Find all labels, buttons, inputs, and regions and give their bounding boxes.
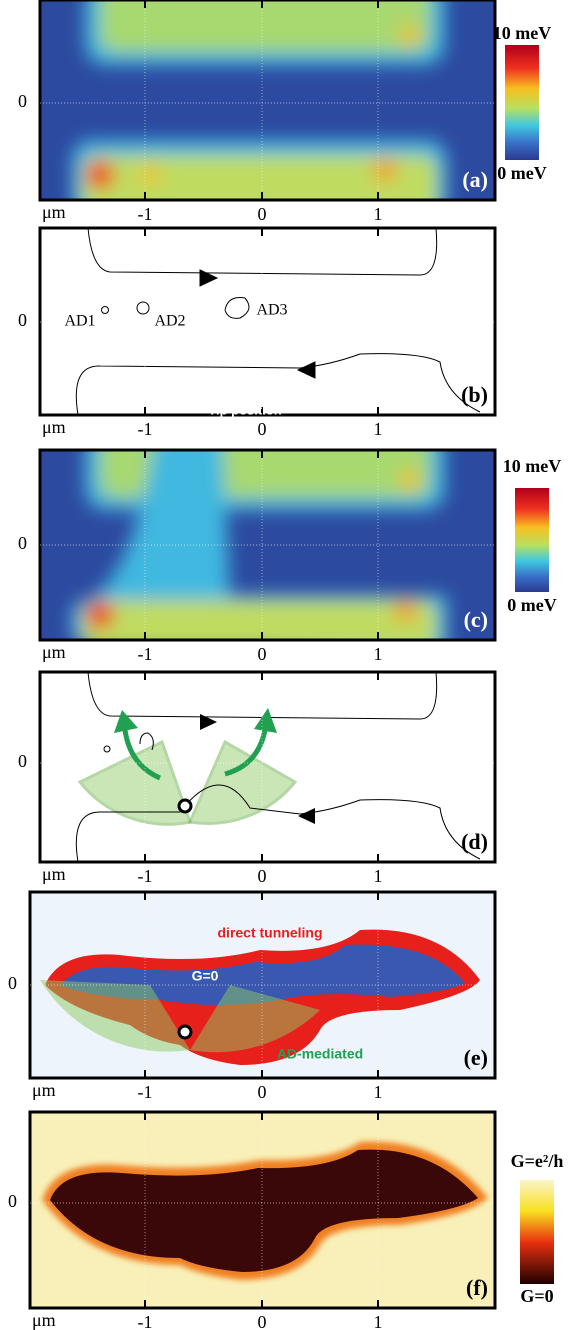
- x-unit: μm: [32, 1080, 56, 1100]
- x-tick-label: -1: [138, 644, 153, 664]
- x-tick-label: 1: [374, 866, 383, 886]
- x-unit: μm: [32, 1310, 56, 1330]
- map-c: [40, 450, 495, 640]
- x-tick-label: 1: [374, 1082, 383, 1102]
- contour-d: [75, 671, 481, 863]
- y-tick-label: 0: [8, 1191, 17, 1211]
- x-unit: μm: [42, 642, 66, 662]
- annotation: AD2: [154, 313, 185, 330]
- annotation: G=0: [192, 968, 219, 984]
- colorbar-min: 0 meV: [497, 163, 546, 183]
- annotation: AD1: [64, 313, 95, 330]
- x-tick-label: 0: [258, 1312, 267, 1330]
- annotation: Tip position: [208, 402, 281, 417]
- x-tick-label: 0: [258, 204, 267, 224]
- map-f: [30, 1112, 495, 1308]
- x-tick-label: 0: [258, 1082, 267, 1102]
- panel-label: (c): [464, 607, 488, 632]
- colorbar: [505, 45, 539, 160]
- colorbar-min: G=0: [520, 1286, 553, 1306]
- annotation: AD3: [256, 302, 287, 319]
- map-a: [40, 0, 495, 200]
- colorbar-max: G=e²/h: [511, 1151, 564, 1171]
- y-tick-label: 0: [18, 751, 27, 771]
- x-tick-label: -1: [138, 1082, 153, 1102]
- x-tick-label: 1: [374, 204, 383, 224]
- panel-label: (b): [461, 382, 488, 407]
- x-tick-label: 0: [258, 644, 267, 664]
- colorbar-min: 0 meV: [507, 595, 556, 615]
- colorbar: [520, 1180, 554, 1284]
- x-tick-label: 1: [374, 419, 383, 439]
- x-tick-label: -1: [138, 204, 153, 224]
- x-tick-label: -1: [138, 866, 153, 886]
- panel-label: (e): [464, 1045, 488, 1070]
- panel-label: (f): [466, 1275, 488, 1300]
- x-tick-label: 0: [258, 419, 267, 439]
- x-unit: μm: [42, 864, 66, 884]
- x-tick-label: -1: [138, 1312, 153, 1330]
- x-tick-label: 0: [258, 866, 267, 886]
- colorbar-max: 10 meV: [493, 23, 551, 43]
- annotation: direct tunneling: [218, 925, 323, 941]
- colorbar-max: 10 meV: [503, 456, 561, 476]
- contour-b: [75, 227, 481, 416]
- panel-label: (d): [461, 829, 488, 854]
- y-tick-label: 0: [18, 310, 27, 330]
- y-tick-label: 0: [18, 91, 27, 111]
- colorbar: [515, 488, 549, 592]
- annotation: AD-mediated: [277, 1046, 363, 1062]
- x-tick-label: 1: [374, 1312, 383, 1330]
- x-unit: μm: [42, 202, 66, 222]
- x-unit: μm: [42, 417, 66, 437]
- x-tick-label: -1: [138, 419, 153, 439]
- panel-label: (a): [462, 167, 488, 192]
- x-tick-label: 1: [374, 644, 383, 664]
- y-tick-label: 0: [18, 533, 27, 553]
- y-tick-label: 0: [8, 973, 17, 993]
